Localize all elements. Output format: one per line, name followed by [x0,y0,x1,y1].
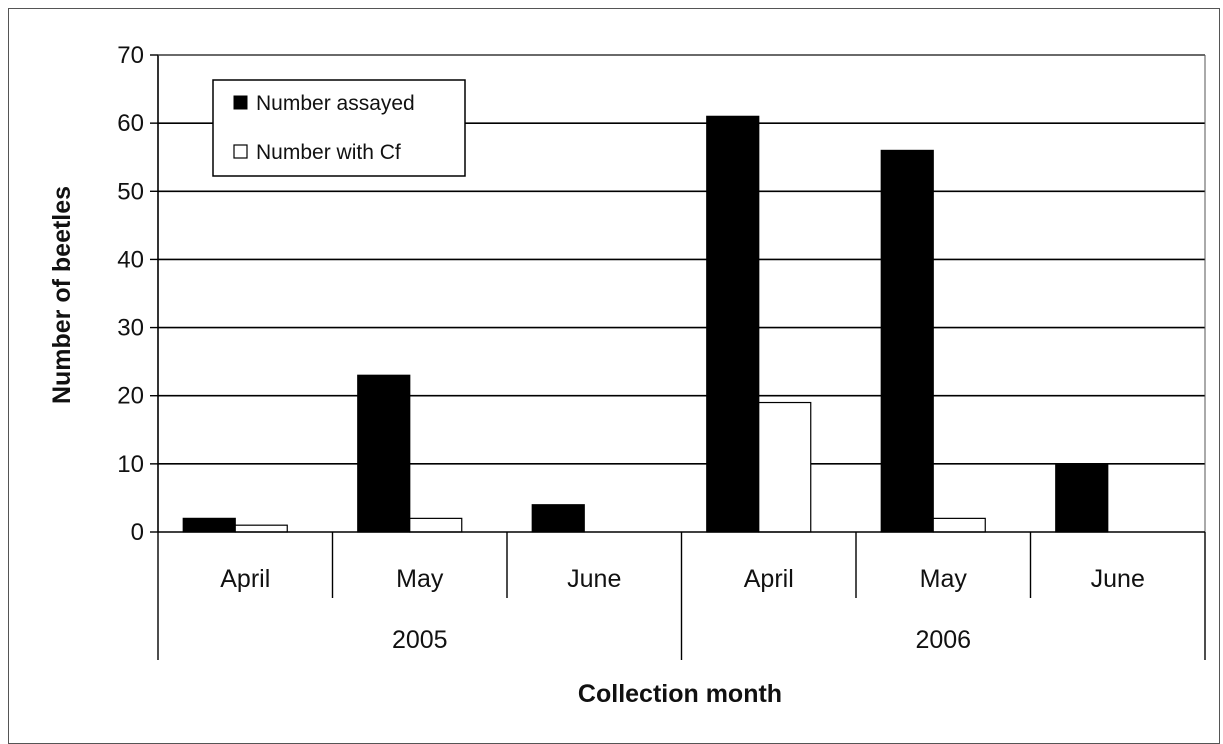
bar-with-cf-3 [758,401,812,533]
x-group-labels: 2005 2006 [392,626,971,654]
y-tick-label-20: 20 [117,383,144,410]
y-tick-label-10: 10 [117,451,144,478]
bar-with-cf-0 [234,524,288,533]
bar-assayed-3 [706,115,760,533]
legend: Number assayed Number with Cf [212,79,466,177]
x-category-label-3: April [744,565,794,593]
x-category-label-0: April [220,565,270,593]
bar-assayed-1 [357,374,411,533]
x-category-label-1: May [396,565,444,593]
bars [182,115,1109,533]
x-group-label-0: 2005 [392,626,448,654]
y-tick-label-60: 60 [117,110,144,137]
x-category-label-4: May [920,565,968,593]
legend-swatch-assayed [233,95,248,110]
bar-assayed-5 [1055,463,1109,533]
chart-frame [8,8,1220,744]
bar-assayed-0 [182,517,236,533]
y-tick-label-50: 50 [117,178,144,205]
y-tick-label-30: 30 [117,315,144,342]
y-tick-labels: 0 10 20 30 40 50 60 70 [117,42,144,546]
x-axis-title: Collection month [578,680,782,708]
y-tick-label-0: 0 [131,519,144,546]
bar-with-cf-1 [409,517,463,533]
axes [150,54,1206,660]
legend-swatch-cf [233,144,248,159]
y-tick-label-70: 70 [117,42,144,69]
bar-with-cf-4 [932,517,986,533]
bar-assayed-2 [531,504,585,533]
x-category-label-2: June [567,565,621,593]
y-tick-label-40: 40 [117,246,144,273]
legend-box [212,79,466,177]
y-axis-title: Number of beetles [48,186,76,404]
x-group-label-1: 2006 [915,626,971,654]
x-category-labels: April May June April May June [220,565,1145,593]
legend-label-cf: Number with Cf [256,141,401,164]
bar-assayed-4 [880,149,934,533]
legend-label-assayed: Number assayed [256,92,415,115]
x-category-label-5: June [1091,565,1145,593]
